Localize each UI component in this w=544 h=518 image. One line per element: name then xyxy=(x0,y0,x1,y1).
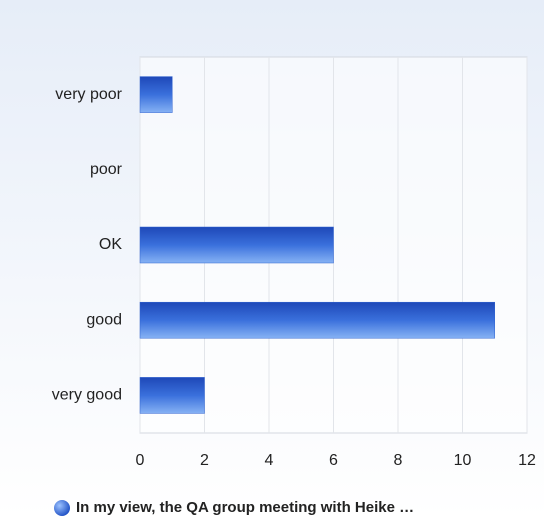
x-tick-label: 6 xyxy=(329,452,338,469)
x-tick-label: 0 xyxy=(136,452,145,469)
x-tick-label: 10 xyxy=(454,452,472,469)
y-tick-label: OK xyxy=(99,236,122,253)
bar xyxy=(139,76,173,113)
y-tick-label: poor xyxy=(90,161,123,178)
legend-marker xyxy=(54,500,70,516)
bar xyxy=(139,377,205,414)
x-tick-label: 8 xyxy=(394,452,403,469)
bar xyxy=(139,301,495,339)
legend-label: In my view, the QA group meeting with He… xyxy=(76,499,414,516)
x-tick-label: 4 xyxy=(265,452,274,469)
x-tick-label: 12 xyxy=(518,452,536,469)
bar xyxy=(139,226,334,264)
y-tick-label: very poor xyxy=(55,86,122,103)
x-tick-label: 2 xyxy=(200,452,209,469)
y-tick-label: good xyxy=(86,311,122,328)
y-tick-label: very good xyxy=(52,387,122,404)
